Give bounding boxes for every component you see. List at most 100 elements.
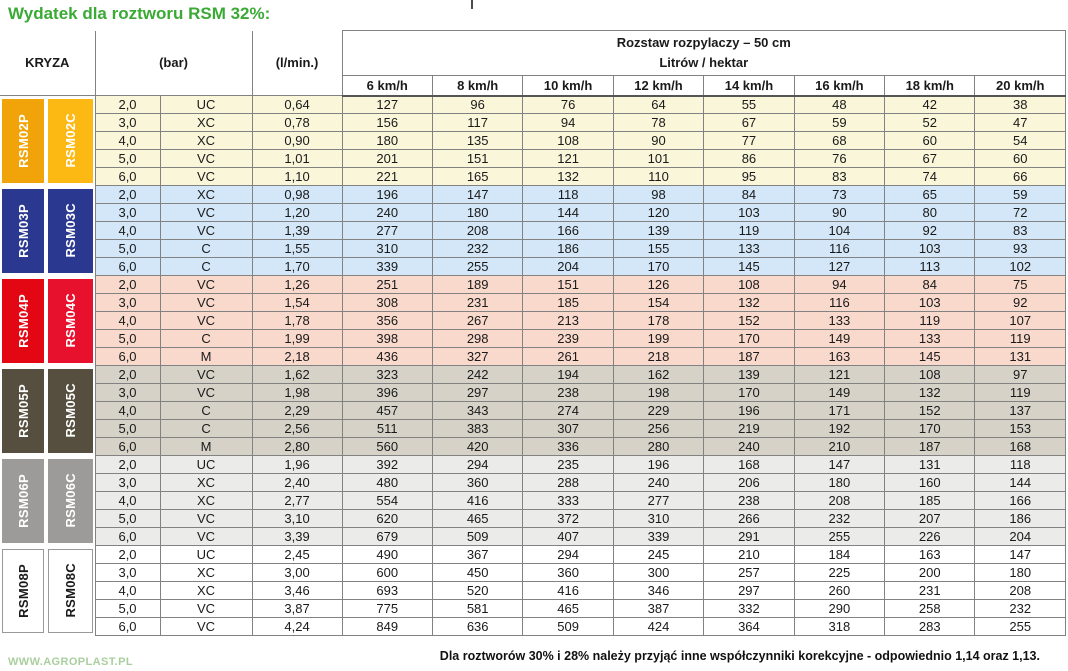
table-cell: 239 [522,329,614,348]
table-row: 4,0 XC 3,46 693 520 416 346 297 260 231 208 [0,581,1066,600]
table-cell: 5,0 [94,239,161,258]
table-cell: 339 [341,257,433,276]
table-cell: 6,0 [94,527,161,546]
table-cell: 55 [703,95,795,114]
table-cell: 160 [884,473,976,492]
table-cell: 0,98 [251,185,343,204]
table-cell: 2,0 [94,545,161,564]
table-cell: XC [159,491,253,510]
table-cell: M [159,437,253,456]
nozzle-label-p-cell: RSM02P [0,95,46,186]
table-cell: 133 [884,329,976,348]
table-cell: 103 [884,239,976,258]
table-cell: 387 [612,599,705,618]
nozzle-label-p-cell: RSM06P [0,455,46,546]
table-cell: 103 [703,203,795,222]
table-cell: 2,18 [251,347,343,366]
table-cell: VC [159,221,253,240]
table-cell: 581 [431,599,524,618]
table-cell: 104 [793,221,886,240]
table-cell: 436 [341,347,433,366]
table-cell: 288 [522,473,614,492]
table-cell: XC [159,185,253,204]
nozzle-label-p-text: RSM05P [15,383,31,438]
speed-header-6: 6 km/h [341,75,433,97]
table-cell: 600 [341,563,433,582]
table-row: RSM03P RSM03C 2,0 XC 0,98 196 147 118 98 84 73 65 59 [0,185,1066,276]
table-cell: 170 [884,419,976,438]
table-row: 6,0 VC 3,39 679 509 407 339 291 255 226 204 [0,527,1066,546]
table-cell: 2,0 [94,455,161,474]
table-cell: 103 [884,293,976,312]
table-cell: 1,10 [251,167,343,186]
table-cell: 204 [522,257,614,276]
nozzle-label-c-text: RSM05C [62,383,78,438]
table-cell: 73 [793,185,886,204]
nozzle-label-p: RSM05P [2,368,44,453]
table-cell: 398 [341,329,433,348]
table-cell: 66 [974,167,1066,186]
table-cell: 60 [974,149,1066,168]
table-cell: 3,46 [251,581,343,600]
table-cell: 180 [341,131,433,150]
table-cell: 221 [341,167,433,186]
table-cell: 48 [793,95,886,114]
table-cell: 206 [703,473,795,492]
table-cell: 520 [431,581,524,600]
nozzle-label-c: RSM04C [48,278,93,363]
flow-rate-table: KRYZA (bar) (l/min.) Rozstaw rozpylaczy … [0,30,1067,636]
table-cell: 6,0 [94,167,161,186]
table-cell: 90 [612,131,705,150]
table-cell: 1,96 [251,455,343,474]
table-cell: 166 [522,221,614,240]
table-cell: 77 [703,131,795,150]
table-cell: 280 [612,437,705,456]
table-cell: 149 [793,329,886,348]
table-row: 5,0 C 2,56 511 383 307 256 219 192 170 153 [0,419,1066,438]
table-cell: 83 [793,167,886,186]
table-cell: 554 [341,491,433,510]
nozzle-label-c: RSM05C [48,368,93,453]
nozzle-label-p: RSM08P [2,548,44,633]
table-cell: 59 [793,113,886,132]
table-cell: 187 [703,347,795,366]
table-cell: 360 [431,473,524,492]
nozzle-label-p: RSM03P [2,188,44,273]
table-cell: 149 [793,383,886,402]
table-row: 4,0 VC 1,39 277 208 166 139 119 104 92 83 [0,221,1066,240]
table-cell: 162 [612,365,705,384]
table-cell: 465 [522,599,614,618]
table-cell: 168 [703,455,795,474]
table-cell: 5,0 [94,329,161,348]
table-cell: 113 [884,257,976,276]
table-cell: 240 [612,473,705,492]
table-cell: 235 [522,455,614,474]
nozzle-label-p-cell: RSM08P [0,545,46,636]
table-row: 3,0 XC 0,78 156 117 94 78 67 59 52 47 [0,113,1066,132]
nozzle-label-c-text: RSM06C [62,473,78,528]
table-cell: 465 [431,509,524,528]
table-cell: 267 [431,311,524,330]
nozzle-label-p: RSM02P [2,98,44,183]
table-cell: 343 [431,401,524,420]
table-cell: 165 [431,167,524,186]
table-cell: XC [159,473,253,492]
table-cell: 119 [974,329,1066,348]
table-cell: 207 [884,509,976,528]
table-cell: 4,0 [94,131,161,150]
nozzle-label-p-cell: RSM04P [0,275,46,366]
table-cell: 213 [522,311,614,330]
table-cell: 198 [612,383,705,402]
table-cell: 178 [612,311,705,330]
nozzle-label-p-text: RSM03P [15,203,31,258]
table-row: 4,0 XC 0,90 180 135 108 90 77 68 60 54 [0,131,1066,150]
table-cell: 94 [522,113,614,132]
table-cell: 255 [793,527,886,546]
table-cell: 119 [703,221,795,240]
table-cell: 775 [341,599,433,618]
table-cell: 238 [522,383,614,402]
nozzle-label-c-cell: RSM06C [46,455,96,546]
table-cell: 127 [793,257,886,276]
table-cell: 74 [884,167,976,186]
table-cell: 307 [522,419,614,438]
